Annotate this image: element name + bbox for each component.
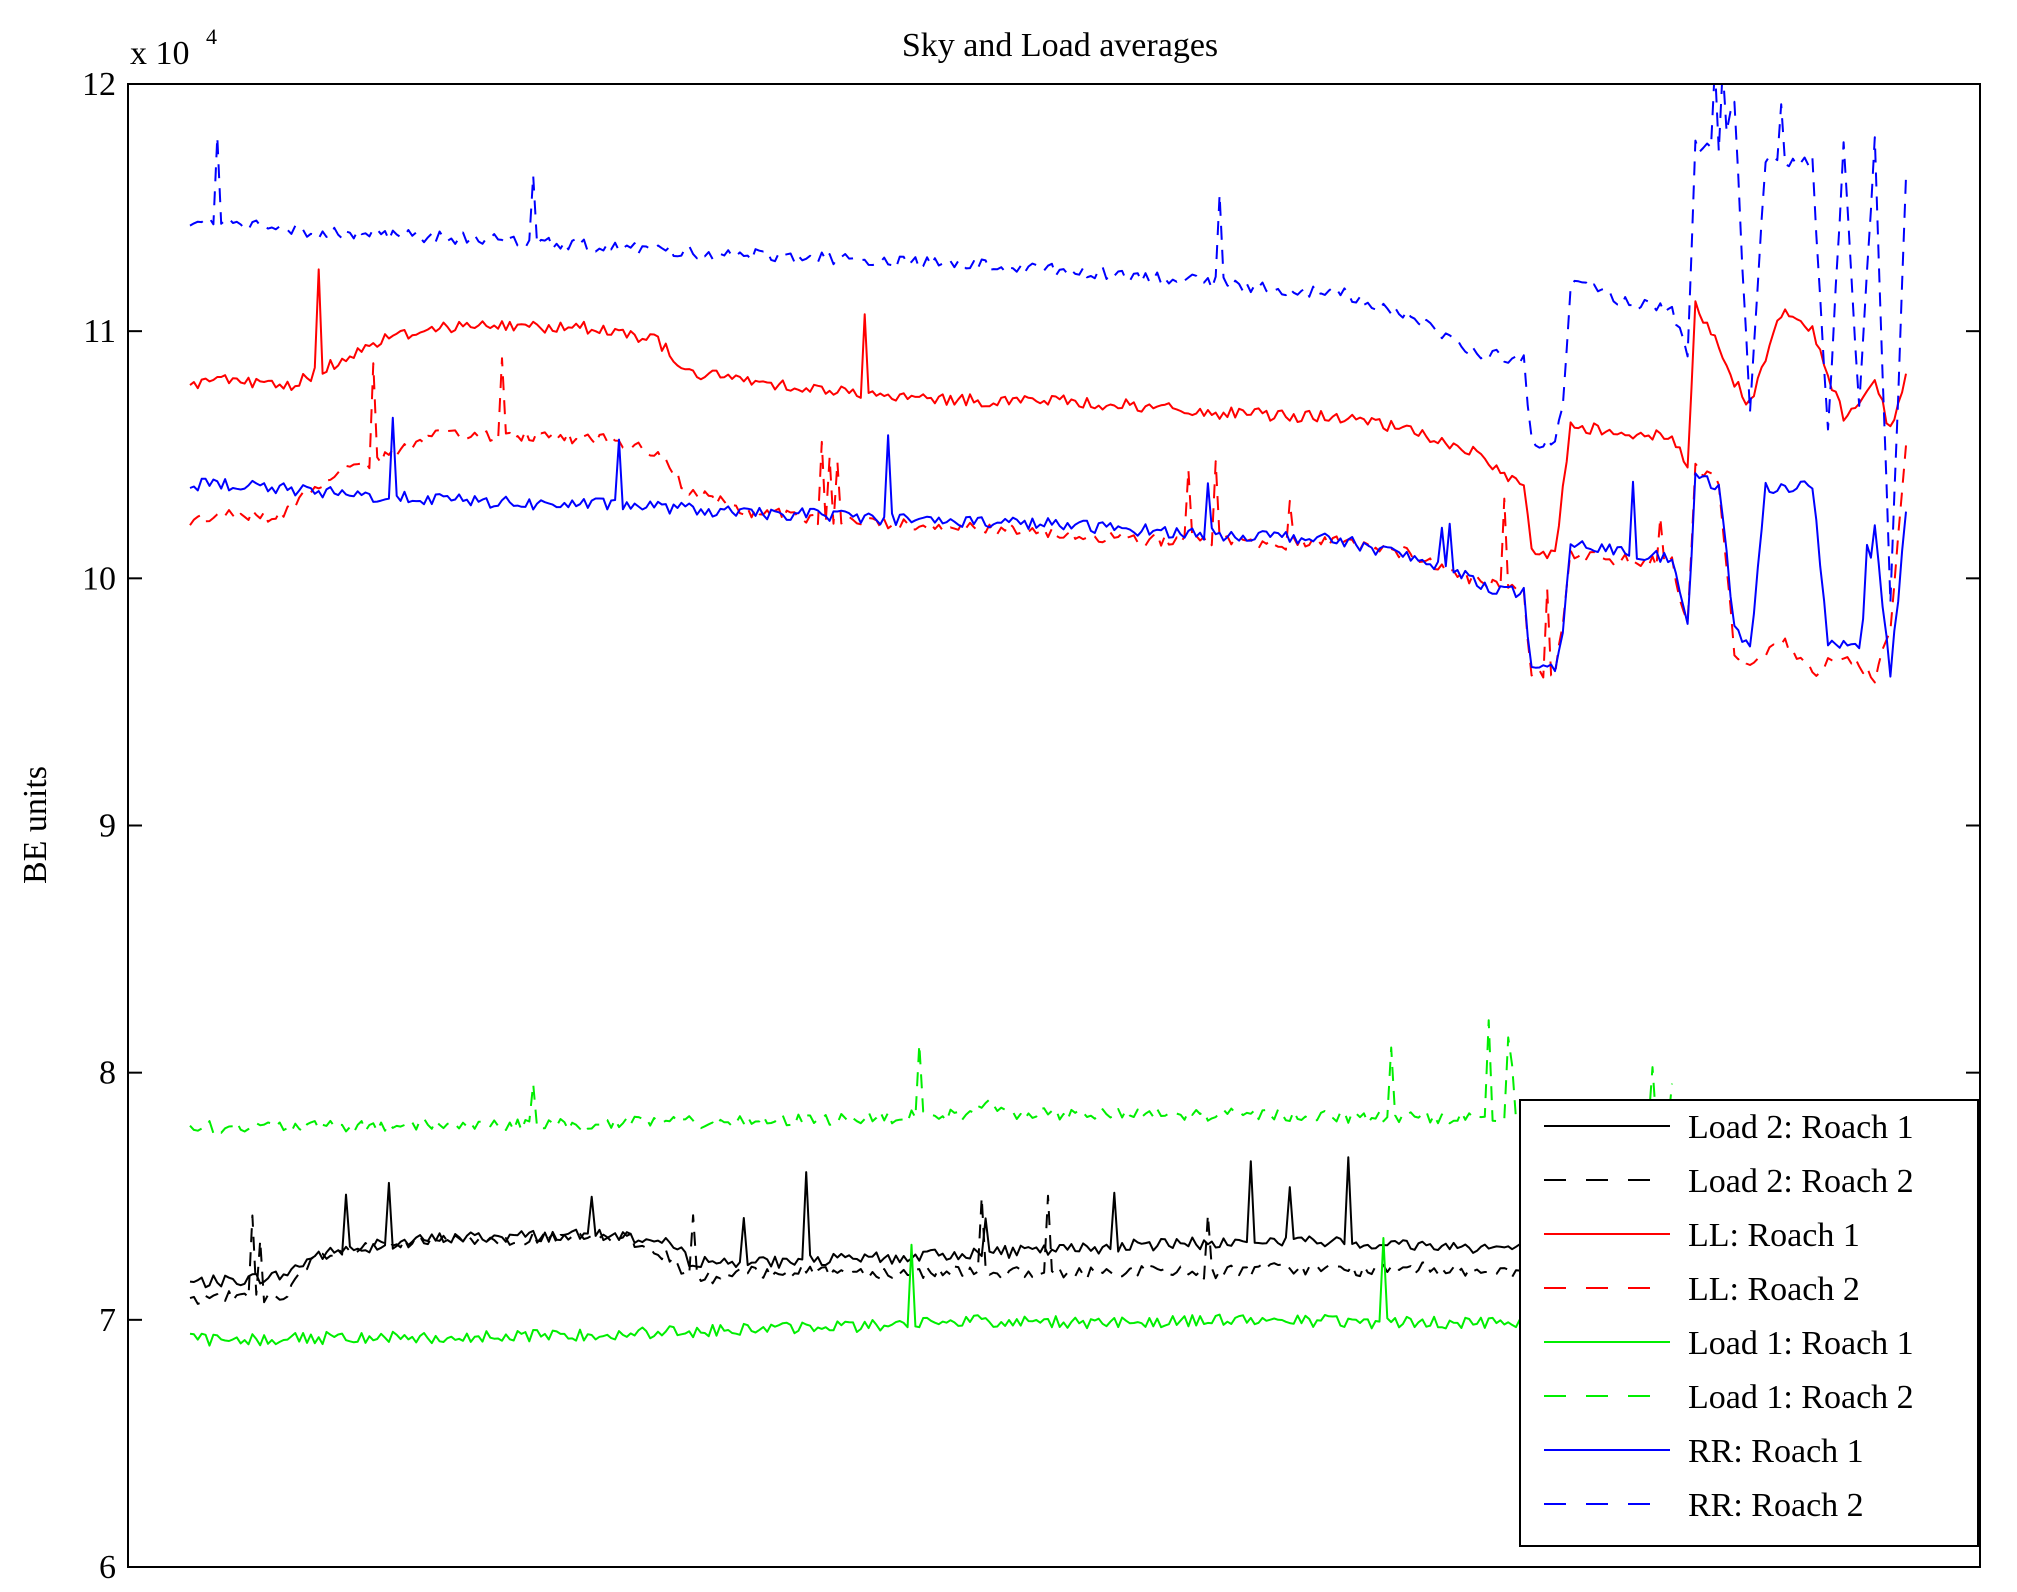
y-multiplier-exponent: 4 xyxy=(206,24,217,49)
series-line-2 xyxy=(189,268,1907,560)
y-tick-label: 10 xyxy=(82,560,116,597)
y-tick-label: 9 xyxy=(99,808,116,845)
y-multiplier-base: x 10 xyxy=(130,35,190,72)
legend-entry-label: Load 1: Roach 2 xyxy=(1688,1379,1914,1416)
legend-entry-label: RR: Roach 2 xyxy=(1688,1487,1864,1524)
legend-entry-label: Load 2: Roach 2 xyxy=(1688,1163,1914,1200)
y-tick-label: 12 xyxy=(82,66,116,103)
y-multiplier: x 10 4 xyxy=(130,24,217,72)
y-tick-label: 11 xyxy=(83,313,116,350)
legend-entry-label: Load 2: Roach 1 xyxy=(1688,1109,1914,1146)
series-line-0 xyxy=(189,1156,1673,1289)
legend: Load 2: Roach 1 Load 2: Roach 2 LL: Roach … xyxy=(1519,1099,1979,1547)
series-line-7 xyxy=(189,84,1907,604)
legend-entry-label: LL: Roach 2 xyxy=(1688,1271,1860,1308)
y-ticks: 6 7 8 9 10 11 12 xyxy=(82,66,1980,1586)
legend-entry-label: LL: Roach 1 xyxy=(1688,1217,1860,1254)
chart-title: Sky and Load averages xyxy=(902,27,1218,64)
legend-entry-label: RR: Roach 1 xyxy=(1688,1433,1864,1470)
series-line-1 xyxy=(189,1194,1673,1305)
series-layer xyxy=(189,84,1907,1347)
y-axis-label: BE units xyxy=(17,766,54,884)
y-tick-label: 7 xyxy=(99,1302,116,1339)
y-tick-label: 6 xyxy=(99,1549,116,1586)
y-tick-label: 8 xyxy=(99,1055,116,1092)
series-line-6 xyxy=(189,416,1907,678)
legend-entry-label: Load 1: Roach 1 xyxy=(1688,1325,1914,1362)
legend-box xyxy=(1519,1099,1979,1547)
series-line-3 xyxy=(189,357,1907,684)
series-line-4 xyxy=(189,1237,1673,1347)
